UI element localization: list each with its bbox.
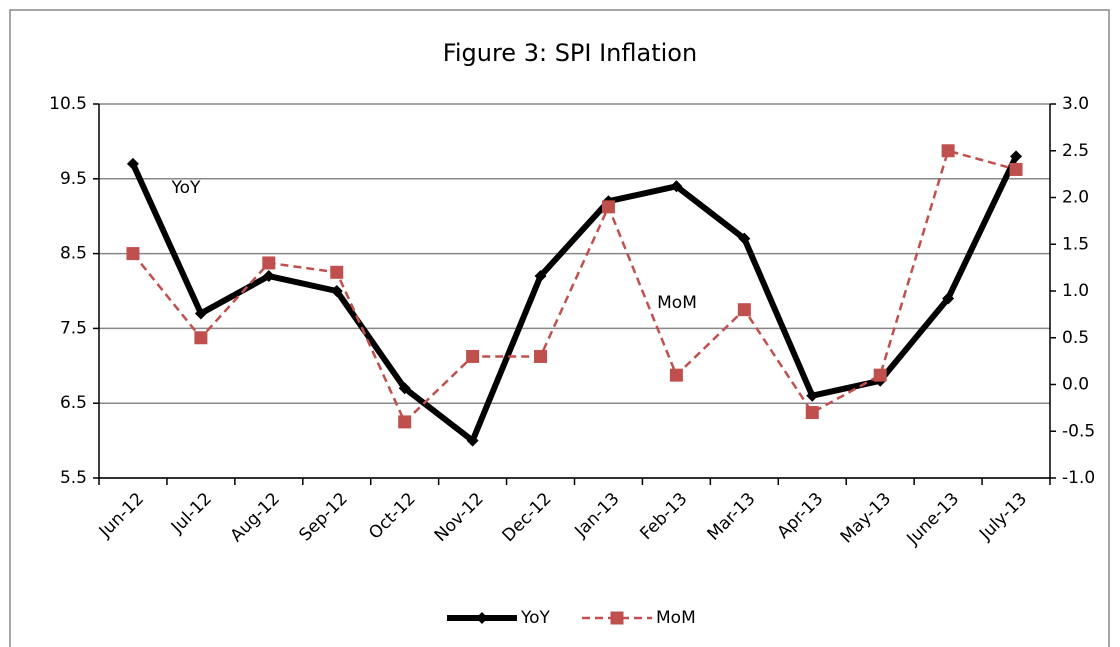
marker [738, 232, 751, 245]
y2-tick-label: 3.0 [1062, 94, 1089, 114]
marker [398, 415, 412, 429]
y2-tick-label: 1.0 [1062, 281, 1089, 301]
y2-tick-label: 0.0 [1062, 375, 1089, 395]
marker [126, 157, 139, 170]
marker [806, 389, 819, 402]
legend-label: MoM [656, 608, 696, 628]
legend-label: YoY [520, 608, 551, 628]
marker [466, 434, 479, 447]
marker [1009, 162, 1023, 176]
chart-title: Figure 3: SPI Inflation [443, 39, 697, 67]
marker [534, 270, 547, 283]
marker [194, 307, 207, 320]
y-tick-label: 6.5 [60, 393, 87, 413]
marker [398, 382, 411, 395]
y2-tick-label: 2.5 [1062, 141, 1089, 161]
y2-tick-label: 0.5 [1062, 328, 1089, 348]
marker [601, 200, 615, 214]
legend-marker [610, 611, 624, 625]
series-line [130, 155, 1019, 444]
marker [194, 331, 208, 345]
y-tick-label: 9.5 [60, 169, 87, 189]
annotation: YoY [171, 178, 202, 198]
marker [873, 368, 887, 382]
marker [737, 303, 751, 317]
marker [330, 285, 343, 297]
marker [466, 349, 480, 363]
y-tick-label: 7.5 [60, 318, 87, 338]
y2-tick-label: 2.0 [1062, 188, 1089, 208]
marker [262, 256, 276, 270]
y2-tick-label: -0.5 [1062, 421, 1095, 441]
y-tick-label: 8.5 [60, 244, 87, 264]
y2-tick-label: 1.5 [1062, 234, 1089, 254]
marker [941, 144, 955, 158]
marker [670, 180, 683, 193]
marker [330, 265, 344, 279]
y-tick-label: 5.5 [60, 468, 87, 488]
marker [942, 292, 955, 305]
legend-marker [476, 612, 488, 624]
marker [126, 247, 140, 261]
marker [1010, 150, 1023, 163]
y-tick-label: 10.5 [49, 94, 87, 114]
marker [534, 349, 548, 363]
annotation: MoM [657, 293, 697, 313]
marker [262, 270, 275, 283]
y2-tick-label: -1.0 [1062, 468, 1095, 488]
marker [669, 368, 683, 382]
marker [805, 406, 819, 420]
